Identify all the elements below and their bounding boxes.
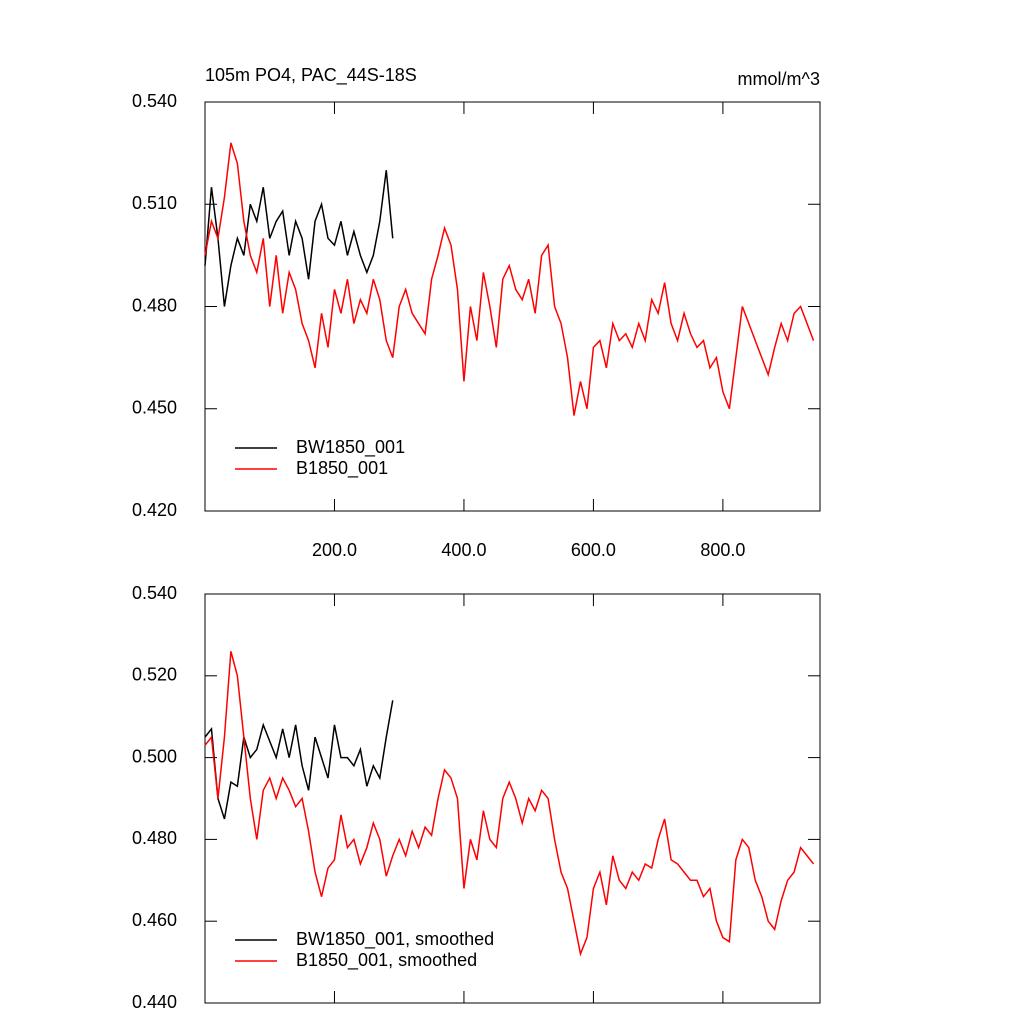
data-line (204, 651, 815, 957)
legend-label: B1850_001 (296, 458, 388, 479)
data-line (204, 700, 394, 820)
chart-title: 105m PO4, PAC_44S-18S (205, 65, 417, 86)
legend-label: BW1850_001 (296, 437, 405, 458)
legend-label: BW1850_001, smoothed (296, 929, 494, 950)
x-tick-label: 200.0 (312, 540, 357, 560)
y-tick-label: 0.540 (132, 583, 177, 603)
y-tick-label: 0.510 (132, 193, 177, 213)
data-line (204, 170, 394, 307)
y-tick-label: 0.460 (132, 910, 177, 930)
x-tick-label: 600.0 (571, 540, 616, 560)
plot-frame (204, 593, 821, 1004)
y-tick-label: 0.480 (132, 295, 177, 315)
x-tick-label: 800.0 (700, 540, 745, 560)
y-tick-label: 0.500 (132, 746, 177, 766)
data-line (204, 142, 815, 416)
y-tick-label: 0.440 (132, 992, 177, 1012)
x-tick-label: 400.0 (441, 540, 486, 560)
y-tick-label: 0.450 (132, 398, 177, 418)
y-tick-label: 0.420 (132, 500, 177, 520)
y-tick-label: 0.480 (132, 828, 177, 848)
y-tick-label: 0.520 (132, 665, 177, 685)
legend-label: B1850_001, smoothed (296, 950, 477, 971)
units-label: mmol/m^3 (738, 69, 820, 89)
y-tick-label: 0.540 (132, 91, 177, 111)
